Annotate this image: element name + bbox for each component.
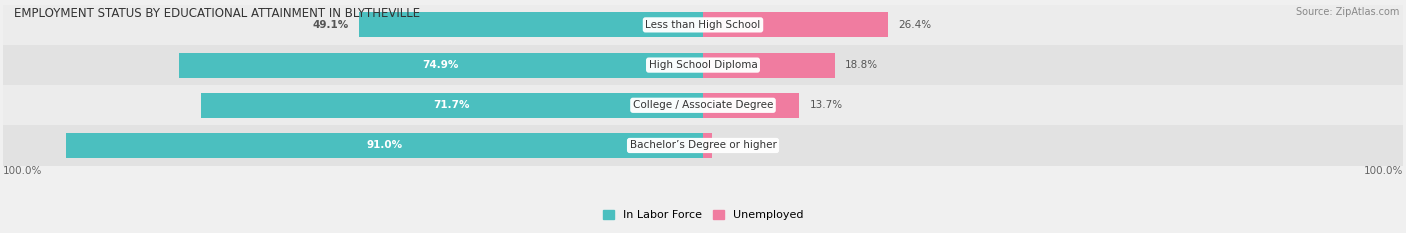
Bar bbox=[703, 53, 835, 78]
Bar bbox=[66, 133, 703, 158]
Bar bbox=[703, 133, 711, 158]
Text: Source: ZipAtlas.com: Source: ZipAtlas.com bbox=[1295, 7, 1399, 17]
Bar bbox=[179, 53, 703, 78]
Text: 49.1%: 49.1% bbox=[312, 20, 349, 30]
Text: 91.0%: 91.0% bbox=[367, 140, 402, 151]
Text: 13.7%: 13.7% bbox=[810, 100, 842, 110]
Text: High School Diploma: High School Diploma bbox=[648, 60, 758, 70]
Bar bbox=[201, 93, 703, 118]
Text: 100.0%: 100.0% bbox=[1364, 166, 1403, 176]
Bar bbox=[359, 12, 703, 37]
Text: 18.8%: 18.8% bbox=[845, 60, 879, 70]
Bar bbox=[703, 12, 887, 37]
Bar bbox=[3, 5, 1403, 45]
Bar bbox=[3, 85, 1403, 125]
Text: Bachelor’s Degree or higher: Bachelor’s Degree or higher bbox=[630, 140, 776, 151]
Text: 100.0%: 100.0% bbox=[3, 166, 42, 176]
Text: 74.9%: 74.9% bbox=[423, 60, 458, 70]
Bar bbox=[3, 125, 1403, 166]
Bar bbox=[3, 45, 1403, 85]
Bar bbox=[703, 93, 799, 118]
Text: EMPLOYMENT STATUS BY EDUCATIONAL ATTAINMENT IN BLYTHEVILLE: EMPLOYMENT STATUS BY EDUCATIONAL ATTAINM… bbox=[14, 7, 420, 20]
Text: 71.7%: 71.7% bbox=[433, 100, 470, 110]
Text: College / Associate Degree: College / Associate Degree bbox=[633, 100, 773, 110]
Legend: In Labor Force, Unemployed: In Labor Force, Unemployed bbox=[598, 206, 808, 225]
Text: Less than High School: Less than High School bbox=[645, 20, 761, 30]
Text: 1.3%: 1.3% bbox=[723, 140, 749, 151]
Text: 26.4%: 26.4% bbox=[898, 20, 932, 30]
